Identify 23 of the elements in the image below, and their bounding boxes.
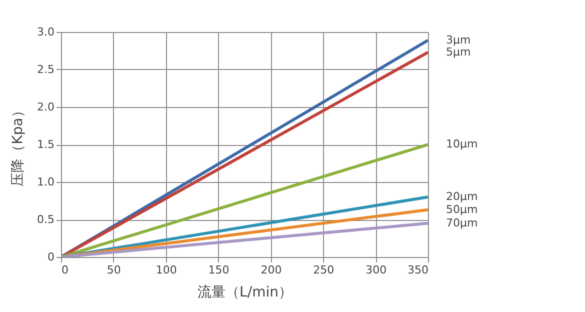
x-tick-label: 300	[366, 264, 387, 276]
series-label: 20μm	[446, 190, 478, 203]
x-tick-label: 100	[156, 264, 177, 276]
y-axis-title: 压降（Kpa）	[10, 104, 26, 186]
x-tick-label: 50	[106, 264, 121, 276]
series-label: 70μm	[446, 216, 478, 230]
series-label: 10μm	[446, 138, 478, 150]
y-tick-label: 3.0	[37, 26, 54, 38]
y-tick-label: 1.5	[37, 138, 54, 151]
y-tick-label: 1.0	[37, 176, 54, 188]
series-label: 3μm	[446, 33, 471, 46]
x-tick-label: 200	[260, 264, 282, 276]
y-tick-label: 2.0	[37, 100, 54, 114]
series-label: 50μm	[446, 202, 478, 216]
y-tick-label: 0	[48, 250, 54, 264]
x-tick-label: 350	[408, 264, 428, 276]
y-tick-label: 2.5	[37, 63, 54, 76]
x-tick-label: 250	[313, 264, 334, 276]
y-tick-label: 0.5	[37, 213, 54, 226]
x-tick-label: 150	[208, 264, 230, 276]
x-axis-title: 流量（L/min）	[198, 284, 292, 300]
series-label: 5μm	[446, 45, 471, 58]
x-tick-label: 0	[62, 264, 68, 276]
